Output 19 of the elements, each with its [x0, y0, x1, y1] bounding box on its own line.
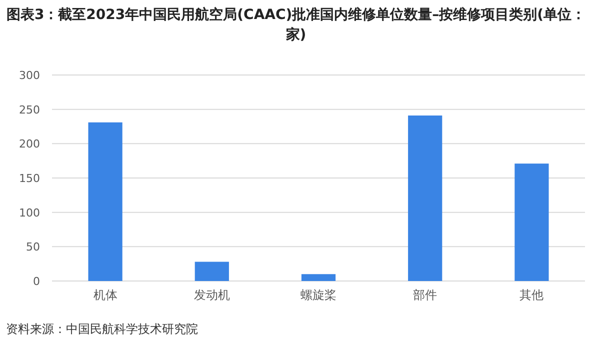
y-tick-label: 50: [26, 240, 40, 254]
y-tick-label: 0: [33, 275, 40, 288]
bar: [514, 164, 549, 281]
y-tick-label: 250: [19, 103, 40, 116]
y-tick-label: 200: [19, 138, 40, 151]
x-tick-label: 部件: [413, 288, 438, 302]
y-tick-label: 100: [19, 206, 40, 220]
x-tick-label: 螺旋桨: [300, 288, 336, 302]
text: 资料来源：中国民航科学技术研究院: [6, 322, 198, 336]
x-tick-label: 机体: [93, 288, 118, 302]
x-tick-label: 其他: [520, 288, 544, 302]
y-tick-label: 150: [19, 172, 40, 185]
y-tick-label: 300: [19, 69, 40, 82]
chart-title: 图表3：截至2023年中国民用航空局(CAAC)批准国内维修单位数量–按维修项目类别(单位：家): [6, 6, 586, 43]
bar: [408, 116, 442, 281]
bar: [194, 262, 229, 281]
x-tick-label: 发动机: [194, 288, 230, 302]
bar: [88, 122, 122, 281]
bar: [301, 274, 336, 281]
